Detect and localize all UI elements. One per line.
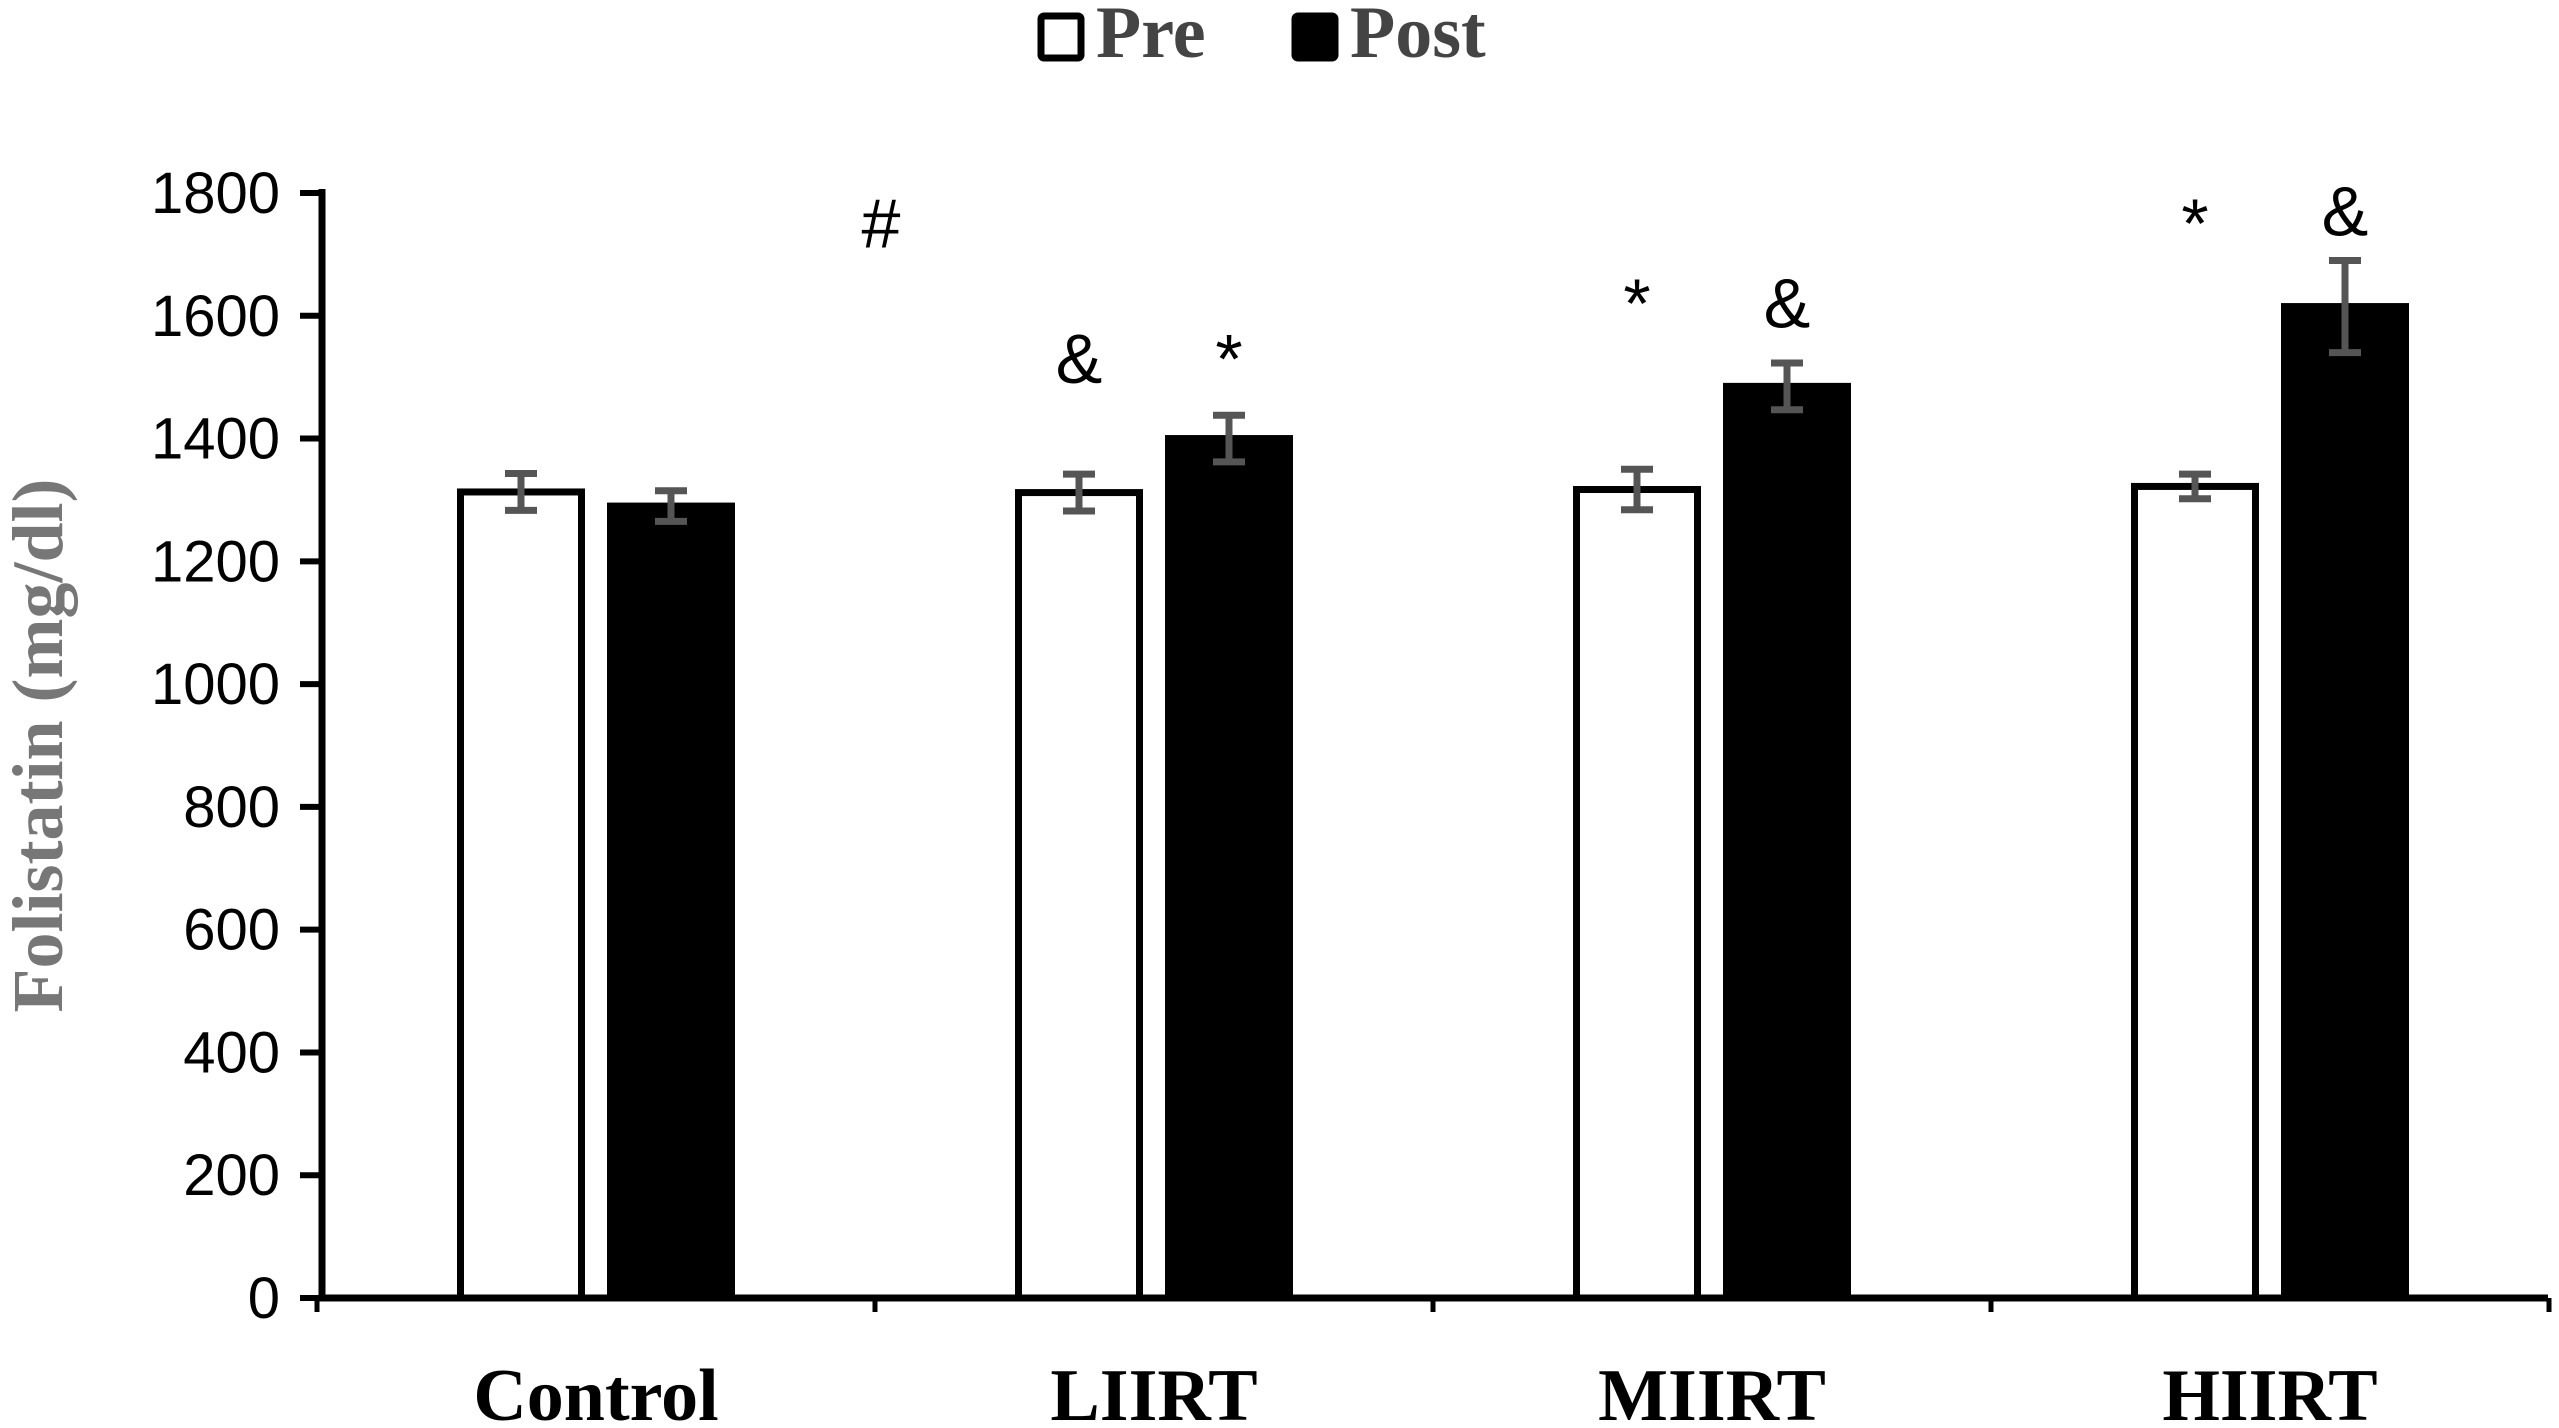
significance-marker: * <box>2181 185 2208 263</box>
significance-marker: & <box>2322 172 2369 250</box>
legend-item-post: Post <box>1291 0 1486 74</box>
annotations: # & * * & * & <box>862 172 2369 397</box>
legend: Pre Post <box>1037 0 1486 74</box>
y-tick-label: 200 <box>183 1143 280 1208</box>
x-category-label: Control <box>473 1355 718 1428</box>
y-tick-label: 1800 <box>151 161 280 226</box>
error-bar-post-hiirt <box>2329 257 2361 357</box>
axes <box>314 189 2552 1312</box>
error-bar-post-control <box>655 487 687 525</box>
legend-swatch <box>1291 12 1339 62</box>
y-tick-label: 400 <box>183 1020 280 1085</box>
legend-item-pre: Pre <box>1037 0 1206 74</box>
x-category-label: HIIRT <box>2162 1355 2377 1428</box>
bars <box>457 303 2409 1302</box>
y-tick-label: 1400 <box>151 407 280 472</box>
bar-pre-hiirt <box>2131 482 2259 1302</box>
y-axis-ticks: 0 200 400 600 800 1000 1200 1400 1600 1800 <box>151 161 322 1331</box>
legend-label: Post <box>1350 0 1486 74</box>
legend-label: Pre <box>1096 0 1206 74</box>
significance-marker: # <box>862 185 901 263</box>
significance-marker: * <box>1215 320 1242 398</box>
error-bar-pre-hiirt <box>2179 470 2211 503</box>
x-category-label: MIIRT <box>1598 1355 1826 1428</box>
x-category-label: LIIRT <box>1050 1355 1257 1428</box>
y-tick-label: 0 <box>248 1266 280 1331</box>
bar-post-liirt <box>1165 435 1293 1302</box>
error-bar-pre-liirt <box>1063 470 1095 515</box>
bar-post-hiirt <box>2281 303 2409 1302</box>
error-bars <box>505 257 2361 525</box>
significance-marker: * <box>1623 265 1650 343</box>
y-tick-label: 1200 <box>151 529 280 594</box>
x-axis-labels: Control LIIRT MIIRT HIIRT <box>473 1355 2377 1428</box>
error-bar-post-miirt <box>1771 359 1803 414</box>
error-bar-post-liirt <box>1213 411 1245 466</box>
bar-post-control <box>607 502 735 1302</box>
legend-swatch <box>1037 12 1085 62</box>
y-tick-label: 600 <box>183 898 280 963</box>
y-tick-label: 800 <box>183 775 280 840</box>
y-axis-label: Folistatin (mg/dl) <box>0 479 78 1013</box>
significance-marker: & <box>1764 265 1811 343</box>
bar-pre-miirt <box>1573 486 1701 1302</box>
significance-marker: & <box>1056 320 1103 398</box>
y-tick-label: 1600 <box>151 284 280 349</box>
bar-pre-liirt <box>1015 489 1143 1302</box>
bar-post-miirt <box>1723 382 1851 1302</box>
error-bar-pre-miirt <box>1621 465 1653 514</box>
y-tick-label: 1000 <box>151 652 280 717</box>
error-bar-pre-control <box>505 470 537 514</box>
bar-pre-control <box>457 488 585 1302</box>
